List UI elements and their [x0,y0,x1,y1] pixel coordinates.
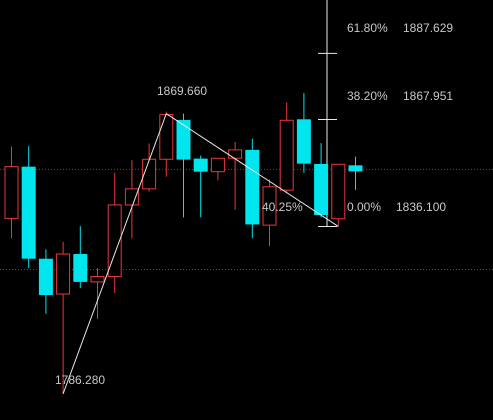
price-labels: 61.80% 1887.629 38.20% 1867.951 0.00% 18… [55,21,453,387]
candle [210,157,225,181]
candle [56,241,71,394]
candles-group [4,93,363,394]
candle-body [262,186,277,226]
candle [296,93,311,173]
candle [193,155,208,218]
candle [107,172,122,293]
fib-level-3-percent: 0.00% [347,200,381,214]
candle-body [73,254,88,282]
candle [331,163,346,227]
candle [124,160,139,239]
candle-body [228,149,243,159]
candle-body [21,166,36,259]
swing-high-label: 1869.660 [157,84,207,98]
candle-body [38,258,53,296]
retracement-percent-label: 40.25% [262,200,303,214]
candle [245,138,260,239]
candle [21,146,36,269]
candle-body [124,188,139,206]
candle-body [193,158,208,172]
candle-body [210,157,225,173]
candle [262,179,277,246]
swing-low-label: 1786.280 [55,373,105,387]
swing-trend-lines [62,113,339,395]
trend-line-segment-1 [62,113,167,395]
candle-body [176,119,191,160]
candle [159,111,174,177]
candle [314,143,329,218]
candle-body [296,119,311,164]
fib-level-1-percent: 61.80% [347,21,388,35]
candle-body [90,276,105,283]
candle-body [245,149,260,225]
candle [90,268,105,319]
candle [73,226,88,288]
candle-body [56,253,71,295]
fib-level-1-price: 1887.629 [403,21,453,35]
candle-body [279,119,294,191]
trend-line-segment-2 [166,113,339,227]
candle-body [4,166,19,219]
candle-body [348,165,363,172]
candle-body [331,163,346,220]
candle [176,113,191,218]
fib-level-2-percent: 38.20% [347,89,388,103]
fib-level-2-price: 1867.951 [403,89,453,103]
candle-body [107,204,122,278]
fib-level-3-price: 1836.100 [396,200,446,214]
candle [4,146,19,239]
candle [348,156,363,190]
candle-body [159,114,174,160]
candle [38,249,53,314]
candle-body [314,163,329,216]
candle [279,102,294,194]
